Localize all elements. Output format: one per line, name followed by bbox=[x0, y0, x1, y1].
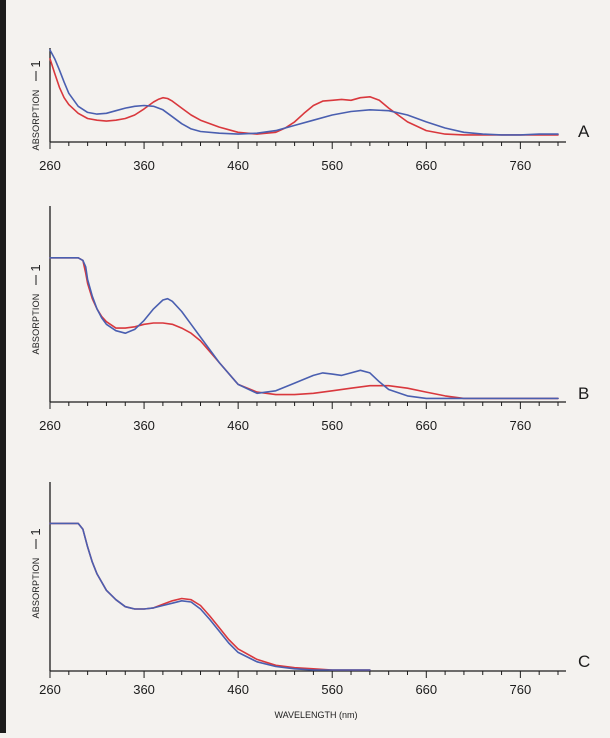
x-tick-label: 760 bbox=[510, 682, 532, 697]
x-tick-label: 660 bbox=[415, 682, 437, 697]
panel-a: 260 360 460 560 660 760 ABSORPTION 1 A bbox=[28, 48, 590, 173]
series-line-red bbox=[49, 256, 559, 400]
x-tick-label: 660 bbox=[415, 418, 437, 433]
series-line-blue bbox=[49, 256, 559, 400]
x-tick-label: 560 bbox=[321, 158, 343, 173]
x-tick-label: 760 bbox=[510, 158, 532, 173]
x-tick-label: 260 bbox=[39, 418, 61, 433]
panel-letter: A bbox=[578, 122, 590, 141]
series-line-red bbox=[49, 522, 371, 671]
y-axis-label: ABSORPTION bbox=[31, 293, 41, 354]
y-axis-label: ABSORPTION bbox=[31, 89, 41, 150]
x-axis-label: WAVELENGTH (nm) bbox=[274, 710, 357, 720]
x-tick-label: 360 bbox=[133, 682, 155, 697]
x-tick-label: 760 bbox=[510, 418, 532, 433]
x-tick-label: 260 bbox=[39, 682, 61, 697]
series-line-blue bbox=[49, 522, 371, 671]
x-tick-label: 360 bbox=[133, 158, 155, 173]
x-tick-label: 560 bbox=[321, 682, 343, 697]
series-line-blue bbox=[49, 49, 559, 136]
panel-letter: C bbox=[578, 652, 590, 671]
panel-c: 260 360 460 560 660 760 ABSORPTION 1 C bbox=[28, 482, 590, 697]
x-tick-label: 260 bbox=[39, 158, 61, 173]
x-tick-label: 460 bbox=[227, 418, 249, 433]
panel-b: 260 360 460 560 660 760 ABSORPTION 1 B bbox=[28, 206, 589, 433]
y-tick-label: 1 bbox=[28, 528, 43, 535]
y-tick-label: 1 bbox=[28, 60, 43, 67]
x-tick-label: 660 bbox=[415, 158, 437, 173]
y-axis-label: ABSORPTION bbox=[31, 557, 41, 618]
x-tick-label: 460 bbox=[227, 682, 249, 697]
x-tick-label: 560 bbox=[321, 418, 343, 433]
y-tick-label: 1 bbox=[28, 264, 43, 271]
absorption-figure: 260 360 460 560 660 760 ABSORPTION 1 A 260 360 460… bbox=[28, 48, 590, 720]
x-tick-label: 360 bbox=[133, 418, 155, 433]
panel-letter: B bbox=[578, 384, 589, 403]
x-tick-label: 460 bbox=[227, 158, 249, 173]
